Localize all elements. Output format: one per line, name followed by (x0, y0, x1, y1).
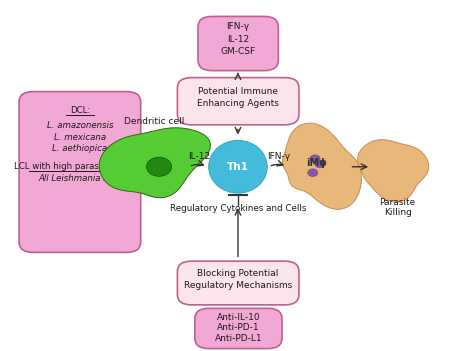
Circle shape (146, 157, 172, 176)
Polygon shape (99, 128, 210, 198)
FancyBboxPatch shape (19, 92, 141, 252)
Circle shape (308, 169, 318, 177)
Text: iMϕ: iMϕ (306, 158, 328, 167)
Circle shape (315, 160, 325, 168)
Text: IL-12: IL-12 (188, 152, 210, 161)
Text: GM-CSF: GM-CSF (220, 47, 256, 56)
Text: DCL:: DCL: (70, 106, 90, 115)
Text: Parasite: Parasite (380, 198, 416, 207)
FancyBboxPatch shape (198, 16, 278, 71)
Polygon shape (358, 140, 429, 202)
Polygon shape (283, 123, 361, 209)
Text: L. mexicana: L. mexicana (54, 133, 106, 141)
FancyBboxPatch shape (177, 78, 299, 125)
Text: IFN-γ: IFN-γ (267, 152, 291, 161)
Text: Anti-IL-10: Anti-IL-10 (217, 313, 260, 322)
Text: IL-12: IL-12 (227, 35, 249, 44)
Text: Anti-PD-1: Anti-PD-1 (217, 323, 260, 332)
Text: IFN-γ: IFN-γ (227, 22, 250, 32)
Text: All Leishmania spp.: All Leishmania spp. (38, 174, 122, 183)
Circle shape (310, 155, 320, 163)
Text: Regulatory Cytokines and Cells: Regulatory Cytokines and Cells (170, 204, 306, 213)
Text: Killing: Killing (383, 208, 411, 217)
Text: L. amazonensis: L. amazonensis (46, 121, 113, 130)
FancyBboxPatch shape (177, 261, 299, 305)
FancyBboxPatch shape (195, 308, 282, 349)
Text: L. aethiopica: L. aethiopica (52, 144, 108, 153)
Text: Anti-PD-L1: Anti-PD-L1 (215, 333, 262, 343)
Text: Enhancing Agents: Enhancing Agents (197, 99, 279, 108)
Text: Th1: Th1 (227, 162, 249, 172)
Text: Blocking Potential: Blocking Potential (198, 269, 279, 278)
Text: Regulatory Mechanisms: Regulatory Mechanisms (184, 281, 292, 290)
Text: LCL with high parasite burden:: LCL with high parasite burden: (14, 162, 146, 171)
Ellipse shape (209, 140, 267, 193)
Text: Potential Immune: Potential Immune (198, 87, 278, 96)
Text: Dendritic cell: Dendritic cell (124, 117, 185, 126)
